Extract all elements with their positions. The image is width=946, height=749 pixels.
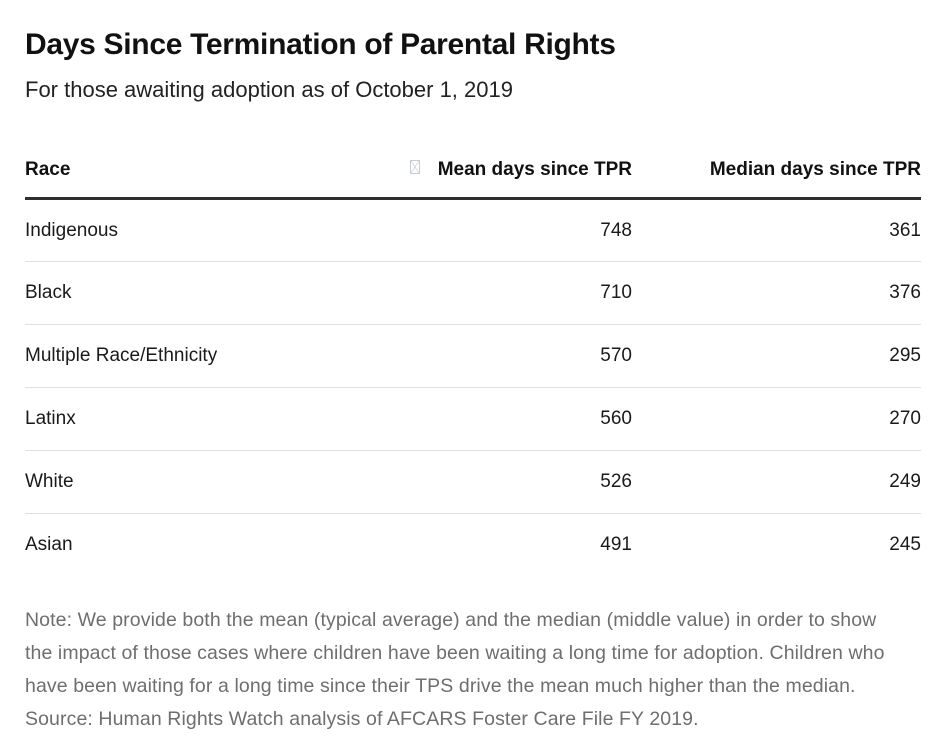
table-row: Multiple Race/Ethnicity 570 295 [25, 324, 921, 388]
table-row: Asian 491 245 [25, 514, 921, 577]
race-cell: Multiple Race/Ethnicity [25, 324, 385, 388]
missing-glyph-icon [409, 160, 420, 174]
note-line: have been waiting for a long time since … [25, 674, 856, 697]
race-cell: Black [25, 261, 385, 325]
note-block: Note: We provide both the mean (typical … [25, 604, 921, 736]
column-header-mean-label: Mean days since TPR [437, 159, 632, 180]
table-row: White 526 249 [25, 450, 921, 514]
median-cell: 361 [632, 198, 921, 262]
note-line: the impact of those cases where children… [25, 641, 885, 664]
mean-cell: 560 [385, 387, 632, 451]
page-title: Days Since Termination of Parental Right… [25, 28, 616, 61]
median-cell: 295 [632, 324, 921, 388]
mean-cell: 710 [385, 261, 632, 325]
table-row: Indigenous 748 361 [25, 198, 921, 262]
days-since-tpr-table: Race Mean days since TPR Median days sin… [25, 151, 921, 577]
race-cell: Latinx [25, 387, 385, 451]
race-cell: White [25, 450, 385, 514]
table-header-row: Race Mean days since TPR Median days sin… [25, 151, 921, 200]
median-cell: 249 [632, 450, 921, 514]
source-line: Source: Human Rights Watch analysis of A… [25, 707, 699, 730]
note-line: Note: We provide both the mean (typical … [25, 608, 877, 631]
table-row: Latinx 560 270 [25, 387, 921, 451]
mean-cell: 491 [600, 534, 632, 556]
median-cell: 270 [632, 387, 921, 451]
table-row: Black 710 376 [25, 261, 921, 325]
column-header-race: Race [25, 151, 385, 200]
mean-cell: 748 [385, 198, 632, 262]
column-header-median: Median days since TPR [632, 151, 921, 200]
median-cell: 245 [889, 534, 921, 556]
race-cell: Indigenous [25, 198, 385, 262]
column-header-mean: Mean days since TPR [385, 151, 632, 200]
page-subtitle: For those awaiting adoption as of Octobe… [25, 77, 513, 102]
mean-cell: 526 [385, 450, 632, 514]
mean-cell: 570 [385, 324, 632, 388]
race-cell: Asian [25, 534, 73, 556]
median-cell: 376 [632, 261, 921, 325]
